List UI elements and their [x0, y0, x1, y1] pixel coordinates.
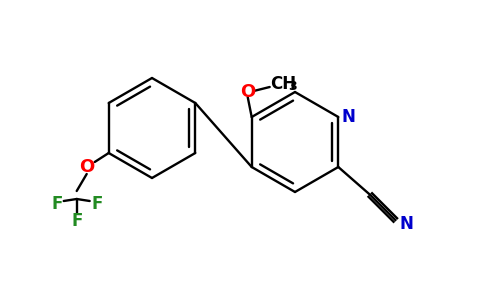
Text: O: O	[240, 83, 256, 101]
Text: O: O	[79, 158, 94, 176]
Text: N: N	[399, 215, 413, 233]
Text: F: F	[91, 195, 103, 213]
Text: F: F	[51, 195, 62, 213]
Text: N: N	[341, 108, 355, 126]
Text: F: F	[71, 212, 82, 230]
Text: 3: 3	[287, 80, 296, 94]
Text: CH: CH	[270, 75, 296, 93]
